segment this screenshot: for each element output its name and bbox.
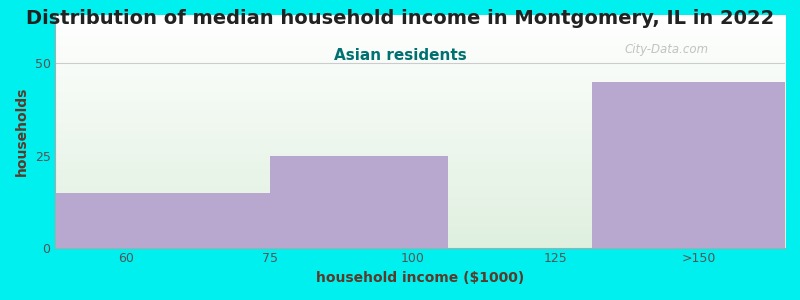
Bar: [592, 82, 785, 248]
Bar: [54, 193, 270, 248]
Y-axis label: households: households: [15, 87, 29, 176]
Bar: [270, 156, 449, 248]
X-axis label: household income ($1000): household income ($1000): [316, 271, 524, 285]
Text: City-Data.com: City-Data.com: [624, 43, 709, 56]
Text: Asian residents: Asian residents: [334, 48, 466, 63]
Text: Distribution of median household income in Montgomery, IL in 2022: Distribution of median household income …: [26, 9, 774, 28]
